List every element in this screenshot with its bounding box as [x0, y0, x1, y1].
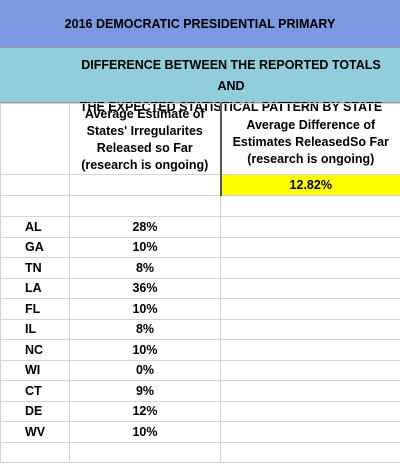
average-row: 12.82% [0, 174, 400, 196]
state-cell[interactable]: TN [0, 257, 70, 279]
table-row: WV 10% [0, 421, 400, 443]
difference-cell[interactable] [220, 257, 400, 279]
table-row: WI 0% [0, 359, 400, 381]
table-row: AL 28% [0, 216, 400, 238]
cell[interactable] [0, 441, 70, 463]
spacer-row [0, 195, 400, 217]
state-cell[interactable]: WV [0, 421, 70, 443]
difference-cell[interactable] [220, 380, 400, 402]
data-table: Average Estimate of States' Irregularite… [0, 103, 400, 463]
header-difference-line: (research is ongoing) [247, 151, 375, 166]
state-cell[interactable]: DE [0, 400, 70, 422]
difference-cell[interactable] [220, 318, 400, 340]
header-difference-line: Estimates ReleasedSo Far [232, 134, 389, 149]
header-difference[interactable]: Average Difference of Estimates Released… [219, 103, 400, 175]
difference-cell[interactable] [220, 236, 400, 258]
table-row: TN 8% [0, 257, 400, 279]
header-estimate-line: States' Irregularites [86, 124, 203, 138]
table-row: FL 10% [0, 298, 400, 320]
difference-cell[interactable] [220, 216, 400, 238]
difference-cell[interactable] [220, 421, 400, 443]
estimate-cell[interactable]: 28% [69, 216, 221, 238]
estimate-cell[interactable]: 36% [69, 277, 221, 299]
difference-cell[interactable] [220, 359, 400, 381]
state-cell[interactable]: NC [0, 339, 70, 361]
subtitle-line-1: DIFFERENCE BETWEEN THE REPORTED TOTALS A… [81, 58, 381, 93]
state-cell[interactable]: CT [0, 380, 70, 402]
header-cell-state[interactable] [0, 103, 70, 175]
table-row: GA 10% [0, 236, 400, 258]
table-row: DE 12% [0, 400, 400, 422]
difference-cell[interactable] [220, 339, 400, 361]
state-cell[interactable]: AL [0, 216, 70, 238]
cell[interactable] [220, 195, 400, 217]
header-difference-line: Average Difference of [246, 117, 376, 132]
estimate-cell[interactable]: 10% [69, 339, 221, 361]
difference-cell[interactable] [220, 400, 400, 422]
estimate-cell[interactable]: 10% [69, 236, 221, 258]
estimate-cell[interactable]: 9% [69, 380, 221, 402]
header-estimate[interactable]: Average Estimate of States' Irregularite… [69, 103, 222, 175]
cell[interactable] [0, 195, 70, 217]
estimate-cell[interactable]: 12% [69, 400, 221, 422]
estimate-cell[interactable]: 10% [69, 421, 221, 443]
cell[interactable] [220, 441, 400, 463]
estimate-cell[interactable]: 0% [69, 359, 221, 381]
difference-cell[interactable] [220, 298, 400, 320]
state-cell[interactable]: GA [0, 236, 70, 258]
cell[interactable] [69, 441, 221, 463]
header-estimate-line: (research is ongoing) [81, 158, 209, 172]
table-row: NC 10% [0, 339, 400, 361]
estimate-cell[interactable]: 8% [69, 318, 221, 340]
cell[interactable] [0, 174, 70, 196]
state-cell[interactable]: LA [0, 277, 70, 299]
cell[interactable] [69, 195, 221, 217]
sheet-title: 2016 DEMOCRATIC PRESIDENTIAL PRIMARY [0, 0, 400, 48]
estimate-cell[interactable]: 10% [69, 298, 221, 320]
header-estimate-line: Average Estimate of [84, 107, 205, 121]
table-row: LA 36% [0, 277, 400, 299]
header-estimate-line: Released so Far [96, 141, 193, 155]
header-row: Average Estimate of States' Irregularite… [0, 103, 400, 175]
cell[interactable] [69, 174, 222, 196]
difference-cell[interactable] [220, 277, 400, 299]
table-row [0, 441, 400, 463]
table-row: CT 9% [0, 380, 400, 402]
estimate-cell[interactable]: 8% [69, 257, 221, 279]
average-difference-value[interactable]: 12.82% [219, 174, 400, 196]
state-cell[interactable]: FL [0, 298, 70, 320]
sheet-subtitle: DIFFERENCE BETWEEN THE REPORTED TOTALS A… [0, 48, 400, 114]
table-row: IL 8% [0, 318, 400, 340]
state-cell[interactable]: IL [0, 318, 70, 340]
state-cell[interactable]: WI [0, 359, 70, 381]
